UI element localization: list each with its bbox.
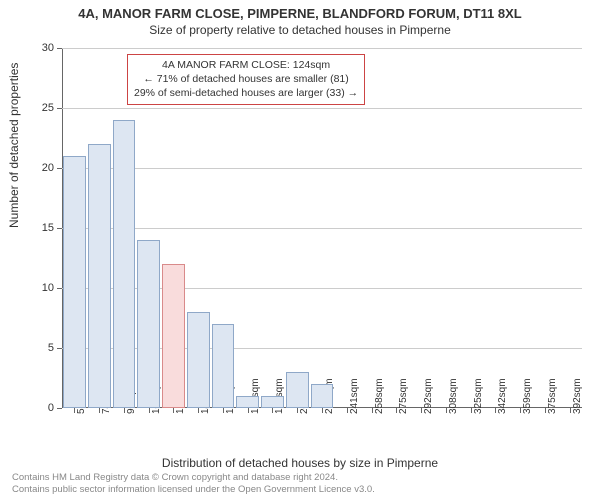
x-axis-label: Distribution of detached houses by size … bbox=[0, 456, 600, 470]
xtick-mark bbox=[149, 408, 150, 413]
ytick-label: 30 bbox=[42, 42, 54, 54]
xtick-mark bbox=[570, 408, 571, 413]
xtick-label: 258sqm bbox=[374, 378, 385, 414]
xtick-label: 241sqm bbox=[349, 378, 360, 414]
plot-area: 05101520253057sqm74sqm91sqm107sqm124sqm1… bbox=[62, 48, 582, 408]
xtick-label: 325sqm bbox=[473, 378, 484, 414]
chart-container: 4A, MANOR FARM CLOSE, PIMPERNE, BLANDFOR… bbox=[0, 0, 600, 500]
xtick-mark bbox=[223, 408, 224, 413]
callout-line2: ← 71% of detached houses are smaller (81… bbox=[134, 72, 358, 86]
gridline-h bbox=[62, 228, 582, 229]
bar bbox=[63, 156, 86, 408]
ytick-mark bbox=[57, 228, 62, 229]
callout-box: 4A MANOR FARM CLOSE: 124sqm← 71% of deta… bbox=[127, 54, 365, 105]
y-axis-label: Number of detached properties bbox=[7, 63, 21, 228]
ytick-mark bbox=[57, 108, 62, 109]
title-main: 4A, MANOR FARM CLOSE, PIMPERNE, BLANDFOR… bbox=[0, 0, 600, 21]
footer-line1: Contains HM Land Registry data © Crown c… bbox=[12, 472, 375, 484]
xtick-mark bbox=[322, 408, 323, 413]
gridline-h bbox=[62, 108, 582, 109]
xtick-label: 292sqm bbox=[423, 378, 434, 414]
ytick-label: 10 bbox=[42, 282, 54, 294]
xtick-mark bbox=[520, 408, 521, 413]
xtick-mark bbox=[372, 408, 373, 413]
bar bbox=[113, 120, 136, 408]
xtick-mark bbox=[248, 408, 249, 413]
xtick-mark bbox=[471, 408, 472, 413]
xtick-mark bbox=[347, 408, 348, 413]
ytick-mark bbox=[57, 348, 62, 349]
xtick-label: 342sqm bbox=[497, 378, 508, 414]
bar bbox=[88, 144, 111, 408]
ytick-label: 15 bbox=[42, 222, 54, 234]
bar bbox=[212, 324, 235, 408]
ytick-label: 25 bbox=[42, 102, 54, 114]
callout-line1: 4A MANOR FARM CLOSE: 124sqm bbox=[134, 58, 358, 72]
bar bbox=[286, 372, 309, 408]
ytick-mark bbox=[57, 408, 62, 409]
xtick-mark bbox=[124, 408, 125, 413]
gridline-h bbox=[62, 168, 582, 169]
footer-line2: Contains public sector information licen… bbox=[12, 484, 375, 496]
xtick-mark bbox=[99, 408, 100, 413]
bar bbox=[311, 384, 334, 408]
ytick-label: 0 bbox=[48, 402, 54, 414]
footer-attribution: Contains HM Land Registry data © Crown c… bbox=[12, 472, 375, 496]
bar bbox=[236, 396, 259, 408]
xtick-label: 375sqm bbox=[547, 378, 558, 414]
xtick-label: 308sqm bbox=[448, 378, 459, 414]
gridline-h bbox=[62, 48, 582, 49]
bar bbox=[137, 240, 160, 408]
bar-highlight bbox=[162, 264, 185, 408]
xtick-mark bbox=[446, 408, 447, 413]
ytick-mark bbox=[57, 48, 62, 49]
ytick-label: 5 bbox=[48, 342, 54, 354]
ytick-mark bbox=[57, 288, 62, 289]
bar bbox=[261, 396, 284, 408]
xtick-label: 275sqm bbox=[398, 378, 409, 414]
xtick-label: 392sqm bbox=[572, 378, 583, 414]
ytick-mark bbox=[57, 168, 62, 169]
xtick-mark bbox=[545, 408, 546, 413]
xtick-mark bbox=[421, 408, 422, 413]
ytick-label: 20 bbox=[42, 162, 54, 174]
bar bbox=[187, 312, 210, 408]
title-sub: Size of property relative to detached ho… bbox=[0, 21, 600, 37]
xtick-label: 359sqm bbox=[522, 378, 533, 414]
callout-line3: 29% of semi-detached houses are larger (… bbox=[134, 86, 358, 100]
